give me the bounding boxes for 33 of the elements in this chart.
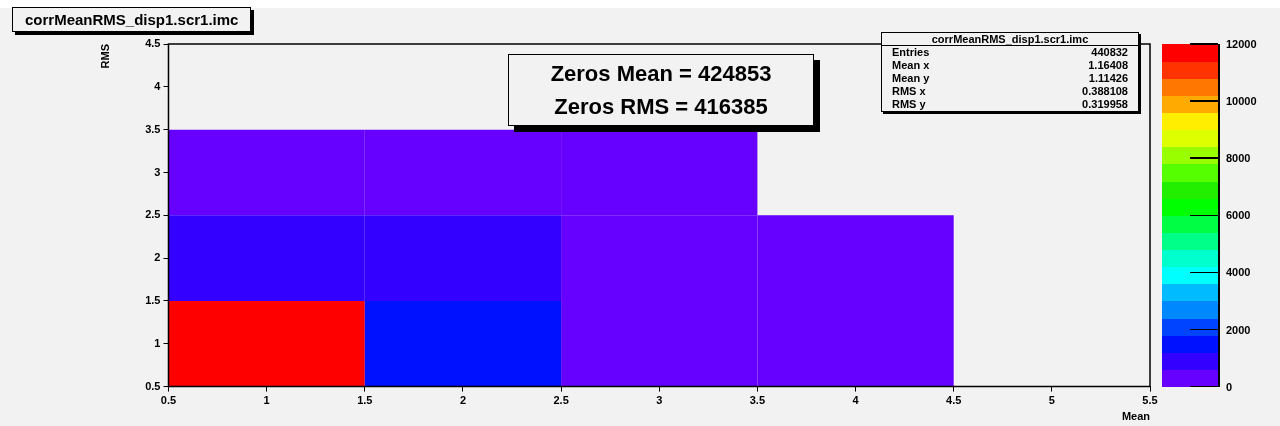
y-tick-label: 1 [154,336,161,349]
y-tick-label: 2 [154,251,161,264]
color-bar-label: 8000 [1226,152,1251,165]
color-bar-label: 2000 [1226,323,1251,336]
x-tick-label: 1 [263,394,270,407]
annotation: Zeros RMS = 416385 [553,93,769,121]
y-tick-label: 4 [154,79,162,92]
y-tick-label: 0.5 [145,379,161,392]
color-bar-label: 4000 [1226,266,1251,279]
x-tick-label: 3 [656,394,663,407]
x-tick-label: 2 [459,394,467,407]
color-bar-label: 0 [1226,380,1233,393]
y-tick-label: 3.5 [145,122,161,135]
x-tick-label: 5 [1048,394,1055,407]
x-tick-label: 1.5 [357,394,373,407]
chart-title: corrMeanRMS_disp1.scr1.imc [12,7,252,32]
y-tick-label: 4.5 [145,37,161,50]
y-axis-title: RMS [98,44,111,69]
x-tick-label: 3.5 [749,394,766,407]
stats-box: corrMeanRMS_disp1.scr1.imc Entries 440832 Mean x 1.16408 Mean y 1.11426 RMS x 0.388108 RMS y 0.319958 [881,32,1139,112]
y-tick-label: 2.5 [145,208,161,221]
annotation: Zeros Mean = 424853 [549,60,773,88]
color-bar-label: 6000 [1226,209,1251,222]
x-tick-label: 4 [852,394,860,407]
x-tick-label: 5.5 [1142,394,1158,407]
x-axis-title: Mean [1121,410,1151,423]
color-bar-label: 10000 [1226,95,1257,108]
color-bar-label: 12000 [1226,38,1257,50]
y-tick-label: 3 [154,165,161,178]
y-tick-label: 1.5 [145,293,161,306]
annotation: corrMeanRMS_disp1.scr1.imc [882,33,1138,46]
x-tick-label: 2.5 [553,394,569,407]
x-tick-label: 4.5 [946,394,962,407]
